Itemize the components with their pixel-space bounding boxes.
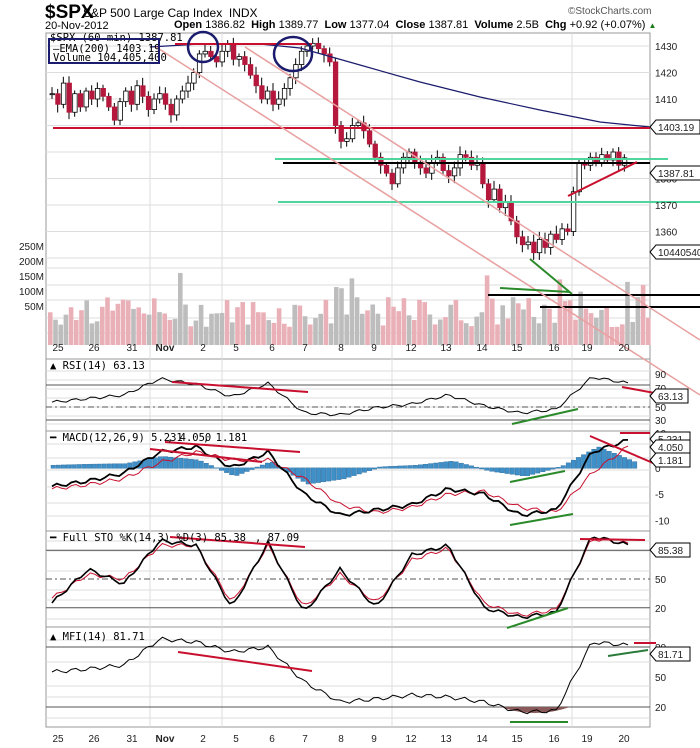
svg-text:30: 30 (655, 416, 667, 427)
svg-text:, 87.09: , 87.09 (255, 532, 299, 544)
x-tick: 14 (476, 734, 488, 745)
svg-text:50: 50 (655, 575, 667, 586)
svg-text:, 1.181: , 1.181 (203, 432, 247, 444)
x-tick: 5 (233, 343, 239, 354)
svg-text:250M: 250M (19, 242, 44, 253)
svg-text:4.050: 4.050 (658, 443, 683, 454)
svg-text:0: 0 (655, 464, 661, 475)
x-tick: 12 (405, 343, 417, 354)
svg-text:, 4.050: , 4.050 (167, 432, 211, 444)
svg-text:200M: 200M (19, 257, 44, 268)
x-tick: 7 (302, 734, 308, 745)
svg-text:—EMA(200) 1403.19: —EMA(200) 1403.19 (53, 43, 160, 55)
up-arrow-icon: ▲ (648, 21, 657, 30)
x-tick: 2 (200, 343, 206, 354)
x-tick: 15 (511, 734, 523, 745)
price-tick: 1360 (655, 228, 678, 239)
svg-text:104405400: 104405400 (658, 248, 700, 259)
x-tick: 8 (338, 734, 344, 745)
x-tick: 15 (511, 343, 523, 354)
x-tick: 9 (371, 343, 377, 354)
x-tick: 9 (371, 734, 377, 745)
x-tick: 13 (440, 734, 452, 745)
price-tick: 1430 (655, 42, 678, 53)
price-tick: 1370 (655, 201, 678, 212)
x-tick: Nov (156, 734, 175, 745)
x-tick: 31 (126, 734, 138, 745)
x-tick: 6 (269, 343, 275, 354)
x-tick: 26 (88, 734, 100, 745)
chart-date: 20-Nov-2012 (45, 20, 109, 32)
symbol: $SPX (45, 2, 94, 23)
index-name: S&P 500 Large Cap Index INDX (83, 6, 258, 20)
x-tick: 7 (302, 343, 308, 354)
svg-text:85.38: 85.38 (658, 546, 683, 557)
x-tick: 19 (581, 343, 593, 354)
svg-text:Volume 104,405,400: Volume 104,405,400 (53, 52, 167, 64)
x-tick: 5 (233, 734, 239, 745)
svg-text:63.13: 63.13 (658, 392, 683, 403)
price-tick: 1410 (655, 95, 678, 106)
x-tick: 16 (548, 734, 560, 745)
svg-text:50: 50 (655, 673, 667, 684)
svg-text:━ Full STO %K(14,3) %D(3) 85.3: ━ Full STO %K(14,3) %D(3) 85.38 (49, 532, 246, 544)
svg-text:▲ RSI(14) 63.13: ▲ RSI(14) 63.13 (50, 360, 145, 372)
svg-text:-10: -10 (655, 516, 670, 527)
x-tick: 12 (405, 734, 417, 745)
x-tick: 13 (440, 343, 452, 354)
x-tick: 19 (581, 734, 593, 745)
x-tick: 16 (548, 343, 560, 354)
price-legend-box (48, 38, 160, 64)
svg-text:20: 20 (655, 703, 667, 714)
x-tick: 20 (618, 343, 630, 354)
price-tick: 1420 (655, 69, 678, 80)
x-tick: 6 (269, 734, 275, 745)
svg-text:100M: 100M (19, 287, 44, 298)
svg-text:▲ MFI(14) 81.71: ▲ MFI(14) 81.71 (50, 631, 145, 643)
svg-text:1.181: 1.181 (658, 456, 683, 467)
svg-text:90: 90 (655, 370, 667, 381)
x-tick: 14 (476, 343, 488, 354)
x-tick: 8 (338, 343, 344, 354)
svg-text:-5: -5 (655, 490, 664, 501)
svg-text:1387.81: 1387.81 (658, 169, 695, 180)
x-tick: 31 (126, 343, 138, 354)
ohlc-summary: Open 1386.82 High 1389.77 Low 1377.04 Cl… (174, 19, 657, 31)
copyright: ©StockCharts.com (568, 6, 652, 17)
svg-text:150M: 150M (19, 272, 44, 283)
x-tick: 25 (52, 734, 64, 745)
x-tick: 26 (88, 343, 100, 354)
svg-text:50M: 50M (25, 302, 44, 313)
x-tick: 20 (618, 734, 630, 745)
x-tick: 2 (200, 734, 206, 745)
x-tick: 25 (52, 343, 64, 354)
svg-text:20: 20 (655, 604, 667, 615)
svg-text:50: 50 (655, 403, 667, 414)
svg-text:81.71: 81.71 (658, 650, 683, 661)
svg-text:━ MACD(12,26,9) 5.231: ━ MACD(12,26,9) 5.231 (49, 432, 183, 444)
svg-text:1403.19: 1403.19 (658, 123, 695, 134)
x-tick: Nov (156, 343, 175, 354)
